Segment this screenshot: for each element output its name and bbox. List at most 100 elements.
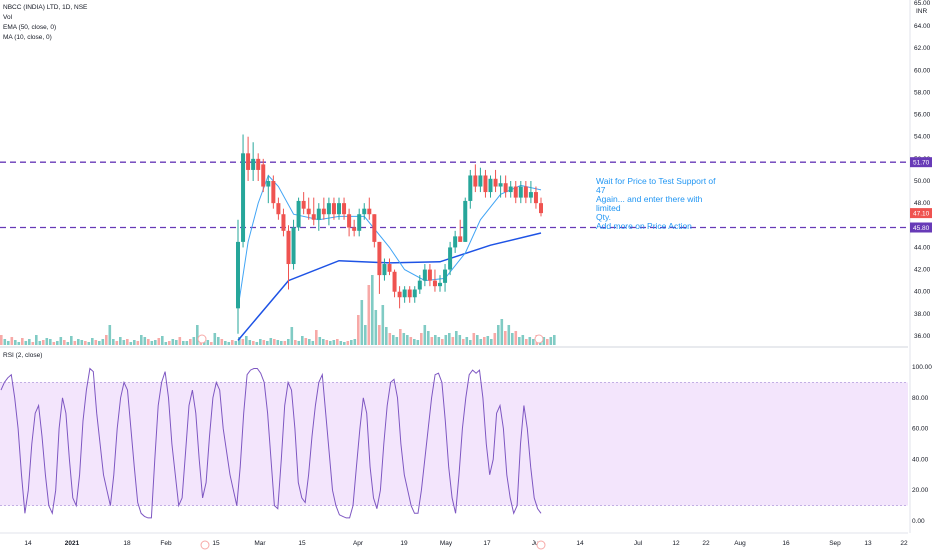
volume-bar bbox=[10, 337, 14, 345]
volume-bar bbox=[280, 341, 283, 345]
candle-body bbox=[342, 203, 347, 215]
level-tag-label: 45.80 bbox=[913, 225, 930, 232]
volume-bar bbox=[385, 327, 388, 345]
candle bbox=[478, 167, 483, 193]
price-tick-label: 65.00 bbox=[914, 0, 931, 7]
volume-legend: Vol bbox=[3, 14, 13, 21]
candle bbox=[377, 241, 382, 294]
time-tick-label: 19 bbox=[400, 540, 408, 547]
candle-body bbox=[523, 186, 528, 198]
note-line: Again... and enter there with limited bbox=[596, 194, 703, 213]
candle bbox=[503, 175, 508, 198]
volume-bar bbox=[119, 337, 122, 345]
candle bbox=[281, 208, 286, 237]
volume-bar bbox=[262, 340, 266, 345]
volume-bar bbox=[45, 338, 49, 345]
volume-bar bbox=[497, 325, 500, 345]
candle bbox=[352, 219, 357, 237]
volume-bar bbox=[276, 340, 280, 345]
candle bbox=[326, 197, 331, 226]
time-tick-label: 17 bbox=[483, 540, 491, 547]
candle-body bbox=[367, 208, 372, 215]
volume-bar bbox=[493, 333, 497, 345]
volume-bar bbox=[381, 305, 385, 345]
level-tag-label: 51.70 bbox=[913, 160, 930, 167]
volume-bar bbox=[504, 331, 507, 345]
volume-bar bbox=[476, 335, 479, 345]
candle bbox=[508, 181, 513, 198]
candle-body bbox=[402, 289, 407, 298]
volume-bar bbox=[38, 341, 42, 345]
volume-bar bbox=[318, 337, 322, 345]
level-tag bbox=[910, 157, 932, 168]
candle-body bbox=[427, 269, 432, 281]
volume-bar bbox=[427, 331, 430, 345]
volume-bar bbox=[301, 336, 304, 345]
volume-bar bbox=[399, 329, 402, 345]
candle bbox=[533, 186, 538, 209]
candle bbox=[427, 264, 432, 287]
volume-bar bbox=[185, 341, 189, 345]
volume-bar bbox=[325, 340, 329, 345]
volume-bar bbox=[273, 339, 276, 345]
time-tick-label: Aug bbox=[734, 540, 746, 547]
candle bbox=[306, 197, 311, 220]
volume-bar bbox=[437, 337, 441, 345]
volume-bar bbox=[196, 325, 199, 345]
candle bbox=[276, 197, 281, 220]
time-tick-label: 22 bbox=[702, 540, 710, 547]
volume-bar bbox=[350, 340, 353, 345]
volume-bar bbox=[143, 337, 147, 345]
candle-body bbox=[513, 186, 518, 198]
volume-bar bbox=[115, 341, 119, 345]
candle bbox=[256, 153, 261, 181]
candle bbox=[463, 197, 468, 242]
candle-body bbox=[331, 203, 336, 215]
volume-bar bbox=[395, 337, 399, 345]
volume-bar bbox=[332, 340, 336, 345]
volume-bar bbox=[35, 335, 38, 345]
volume-bar bbox=[339, 341, 343, 345]
earnings-marker-icon bbox=[197, 334, 207, 344]
candle bbox=[539, 197, 543, 217]
candle bbox=[453, 230, 458, 253]
ema-line bbox=[237, 232, 542, 341]
volume-bar bbox=[91, 338, 94, 345]
rsi-tick-label: 20.00 bbox=[912, 487, 929, 494]
candle-body bbox=[468, 175, 473, 201]
candle-body bbox=[372, 214, 377, 242]
note-line: Add more on Price Action bbox=[596, 221, 692, 231]
candle-body bbox=[422, 269, 427, 281]
volume-bar bbox=[248, 340, 252, 345]
volume-bar bbox=[322, 339, 325, 345]
candle bbox=[468, 169, 473, 209]
volume-bar bbox=[42, 340, 45, 345]
candle-body bbox=[483, 175, 488, 193]
volume-bar bbox=[147, 339, 150, 345]
candle-body bbox=[488, 178, 493, 193]
volume-bar bbox=[430, 337, 434, 345]
time-tick-label: 2021 bbox=[65, 540, 80, 547]
candle-body bbox=[518, 186, 523, 198]
time-tick-label: 16 bbox=[782, 540, 790, 547]
symbol-title: NBCC (INDIA) LTD, 1D, NSE bbox=[3, 4, 88, 11]
volume-bar bbox=[217, 337, 220, 345]
volume-bar bbox=[297, 341, 301, 345]
candle bbox=[448, 241, 453, 276]
price-tick-label: 42.00 bbox=[914, 267, 931, 274]
volume-bar bbox=[255, 342, 259, 345]
volume-bar bbox=[553, 335, 556, 345]
volume-bar bbox=[213, 333, 217, 345]
candle-body bbox=[458, 236, 463, 242]
volume-bar bbox=[486, 336, 490, 345]
candle-body bbox=[301, 200, 306, 209]
note-line: Wait for Price to Test Support of 47 bbox=[596, 176, 716, 195]
volume-bar bbox=[84, 341, 87, 345]
candle bbox=[357, 208, 362, 237]
time-tick-label: 15 bbox=[212, 540, 220, 547]
rsi-tick-label: 100.00 bbox=[912, 364, 932, 371]
candle bbox=[337, 197, 341, 220]
volume-bar bbox=[490, 339, 493, 345]
candle-body bbox=[382, 264, 387, 276]
